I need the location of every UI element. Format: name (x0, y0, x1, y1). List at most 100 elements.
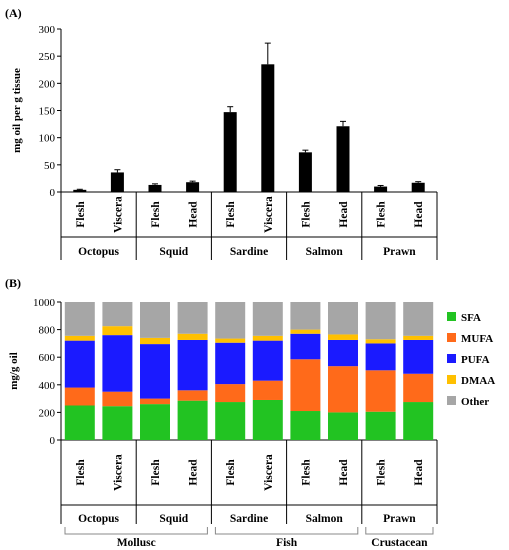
bar-segment-mufa (64, 387, 95, 406)
bar-segment-sfa (290, 411, 321, 440)
bar-segment-pufa (328, 339, 358, 367)
legend-label-dmaa: DMAA (461, 375, 495, 387)
x-category-label-b: Viscera (112, 454, 124, 491)
bar-segment-mufa (252, 380, 283, 400)
bar-a (298, 152, 312, 192)
x-category-label-b: Flesh (300, 459, 312, 486)
group-label-a: Squid (159, 246, 188, 258)
bar-segment-dmaa (140, 337, 170, 345)
legend-swatch-dmaa (447, 375, 456, 384)
bar-segment-mufa (290, 359, 321, 412)
legend-label-pufa: PUFA (461, 354, 490, 366)
bar-segment-sfa (365, 411, 396, 440)
x-category-label-b: Head (338, 459, 350, 486)
x-category-label-a: Flesh (150, 201, 162, 228)
legend-label-other: Other (461, 396, 489, 408)
bar-segment-other (290, 302, 321, 330)
bar-a (411, 182, 425, 192)
group-label-b: Prawn (383, 513, 416, 525)
group-label-b: Octopus (78, 513, 119, 525)
bar-segment-pufa (365, 343, 396, 371)
x-category-label-b: Flesh (75, 459, 87, 486)
y-tick-label-a: 200 (39, 78, 56, 90)
bar-segment-dmaa (290, 329, 321, 334)
group-label-b: Squid (159, 513, 188, 525)
bar-segment-mufa (102, 391, 133, 407)
y-tick-label-b: 1000 (33, 297, 56, 309)
bar-segment-mufa (215, 384, 246, 403)
bar-a (148, 184, 162, 192)
chart-a-oil-content: (A) mg oil per g tissue 0 50 100 150 200 250 300… (5, 6, 438, 260)
bar-segment-other (64, 302, 95, 336)
bar-segment-pufa (64, 340, 95, 388)
x-category-label-b: Flesh (150, 459, 162, 486)
bar-segment-pufa (252, 340, 283, 381)
x-category-label-a: Flesh (75, 201, 87, 228)
y-tick-label-a: 300 (39, 24, 56, 36)
y-tick-label-b: 0 (50, 435, 56, 447)
bar-segment-pufa (177, 339, 208, 391)
bar-segment-other (365, 302, 396, 340)
x-category-label-a: Viscera (263, 196, 275, 233)
bar-a (336, 126, 350, 192)
bar-segment-other (328, 302, 358, 335)
y-tick-label-a: 0 (50, 187, 56, 199)
bar-segment-dmaa (215, 338, 246, 343)
bar-segment-sfa (252, 399, 283, 440)
legend-swatch-sfa (447, 312, 456, 321)
bar-segment-pufa (290, 333, 321, 360)
supergroup-bracket (64, 527, 208, 535)
bar-segment-mufa (177, 390, 208, 401)
supergroup-bracket (365, 527, 434, 535)
group-label-a: Prawn (383, 246, 416, 258)
legend-swatch-other (447, 396, 456, 405)
bar-segment-mufa (403, 373, 434, 403)
x-category-label-b: Viscera (263, 454, 275, 491)
bar-segment-dmaa (403, 335, 434, 340)
bar-segment-sfa (177, 400, 208, 440)
y-tick-label-b: 400 (39, 380, 56, 392)
bar-segment-pufa (140, 344, 170, 399)
bar-segment-other (215, 302, 246, 339)
y-axis-label-b: mg/g oil (8, 352, 20, 390)
bar-segment-mufa (140, 398, 170, 405)
bar-a (186, 182, 200, 192)
x-category-label-a: Flesh (300, 201, 312, 228)
bar-segment-mufa (365, 370, 396, 412)
supergroup-bracket (214, 527, 359, 535)
group-label-b: Sardine (230, 513, 268, 525)
chart-b-fatty-acid-composition: (B) mg/g oil 0 200 400 600 800 1000 Flesh Viscera… (5, 276, 495, 549)
group-label-a: Sardine (230, 246, 268, 258)
bar-segment-sfa (215, 402, 246, 440)
x-category-label-a: Head (338, 201, 350, 228)
bar-a (223, 112, 237, 192)
bar-segment-dmaa (102, 326, 133, 336)
bar-segment-dmaa (252, 335, 283, 341)
y-tick-label-b: 800 (39, 325, 56, 337)
panel-label-b: (B) (5, 276, 21, 290)
supergroup-label: Mollusc (117, 537, 156, 549)
bar-segment-sfa (403, 402, 434, 440)
bar-a (261, 64, 275, 192)
x-category-label-a: Flesh (376, 201, 388, 228)
bar-segment-other (177, 302, 208, 334)
supergroup-label: Fish (276, 537, 298, 549)
y-axis-label-a: mg oil per g tissue (11, 68, 23, 153)
legend-swatch-mufa (447, 333, 456, 342)
x-category-label-b: Flesh (376, 459, 388, 486)
bar-segment-dmaa (365, 339, 396, 344)
bar-segment-other (140, 302, 170, 338)
group-label-a: Octopus (78, 246, 119, 258)
y-tick-label-b: 600 (39, 352, 56, 364)
panel-label-a: (A) (5, 6, 22, 20)
bar-a (110, 172, 124, 192)
bar-segment-mufa (328, 366, 358, 413)
bar-segment-dmaa (64, 335, 95, 341)
bar-segment-pufa (102, 335, 133, 392)
legend-label-mufa: MUFA (461, 333, 493, 345)
bar-segment-other (102, 302, 133, 327)
bar-segment-dmaa (177, 333, 208, 340)
bar-segment-sfa (102, 406, 133, 440)
bar-segment-sfa (64, 405, 95, 440)
